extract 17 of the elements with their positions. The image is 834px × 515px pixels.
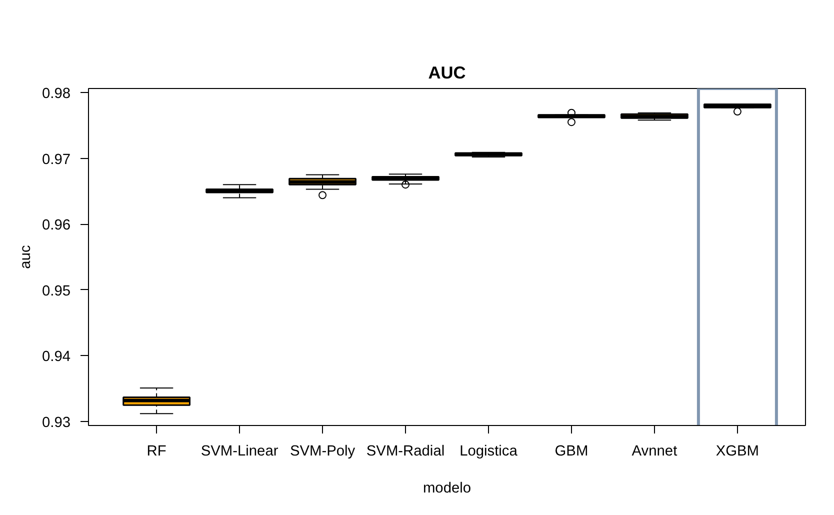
x-tick-label: Logistica (460, 444, 518, 460)
x-tick-label: XGBM (716, 444, 760, 460)
x-tick-label: SVM-Linear (200, 444, 278, 460)
x-tick-label: GBM (554, 444, 588, 460)
y-tick-label: 0.98 (42, 86, 71, 102)
x-tick-label: SVM-Poly (290, 444, 356, 460)
chart-title: AUC (428, 62, 466, 82)
x-axis-title: modelo (422, 480, 472, 496)
x-tick-label: Avnnet (632, 444, 678, 460)
y-tick-label: 0.97 (42, 152, 71, 168)
x-tick-label: SVM-Radial (366, 444, 445, 460)
y-tick-label: 0.94 (42, 349, 71, 366)
y-tick-label: 0.95 (42, 283, 71, 300)
y-tick-label: 0.96 (42, 218, 71, 234)
y-axis-title: auc (18, 245, 34, 269)
y-tick-label: 0.93 (42, 415, 71, 432)
x-tick-label: RF (146, 444, 166, 460)
